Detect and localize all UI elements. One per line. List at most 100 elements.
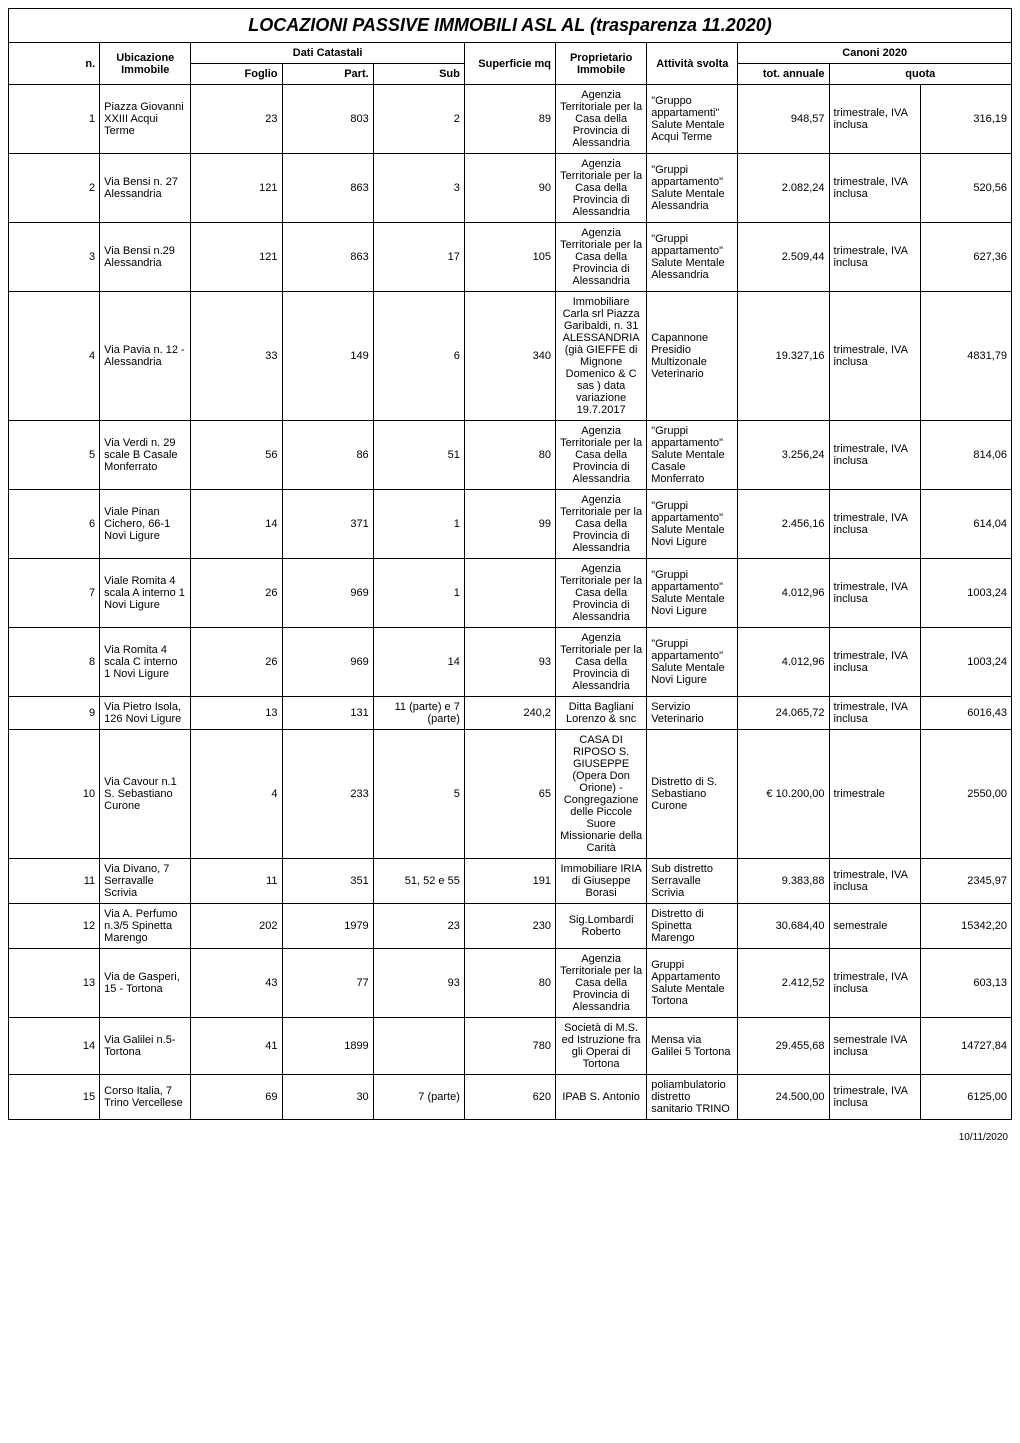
cell-foglio: 11	[191, 859, 282, 904]
cell-tot-annuale: 2.412,52	[738, 949, 829, 1018]
cell-ubicazione: Via Cavour n.1 S. Sebastiano Curone	[100, 730, 191, 859]
cell-ubicazione: Via Romita 4 scala C interno 1 Novi Ligu…	[100, 628, 191, 697]
header-quota: quota	[829, 64, 1011, 85]
cell-quota-val: 6016,43	[920, 697, 1011, 730]
table-row: 2Via Bensi n. 27 Alessandria121863390Age…	[9, 154, 1012, 223]
cell-quota-label: trimestrale, IVA inclusa	[829, 697, 920, 730]
cell-foglio: 13	[191, 697, 282, 730]
cell-ubicazione: Via de Gasperi, 15 - Tortona	[100, 949, 191, 1018]
cell-sub: 2	[373, 85, 464, 154]
cell-superficie: 89	[464, 85, 555, 154]
cell-part: 969	[282, 559, 373, 628]
cell-sub: 23	[373, 904, 464, 949]
cell-part: 803	[282, 85, 373, 154]
cell-quota-val: 614,04	[920, 490, 1011, 559]
locazioni-table: LOCAZIONI PASSIVE IMMOBILI ASL AL (trasp…	[8, 8, 1012, 1120]
cell-tot-annuale: 30.684,40	[738, 904, 829, 949]
cell-n: 2	[9, 154, 100, 223]
header-superficie: Superficie mq	[464, 43, 555, 85]
cell-quota-val: 1003,24	[920, 628, 1011, 697]
cell-attivita: Sub distretto Serravalle Scrivia	[647, 859, 738, 904]
cell-quota-label: trimestrale, IVA inclusa	[829, 154, 920, 223]
cell-foglio: 26	[191, 628, 282, 697]
cell-foglio: 23	[191, 85, 282, 154]
header-row-1: n. Ubicazione Immobile Dati Catastali Su…	[9, 43, 1012, 64]
cell-part: 863	[282, 154, 373, 223]
table-row: 4Via Pavia n. 12 - Alessandria331496340I…	[9, 292, 1012, 421]
cell-tot-annuale: 9.383,88	[738, 859, 829, 904]
cell-quota-val: 6125,00	[920, 1075, 1011, 1120]
cell-quota-val: 627,36	[920, 223, 1011, 292]
cell-tot-annuale: 2.509,44	[738, 223, 829, 292]
cell-quota-label: trimestrale, IVA inclusa	[829, 490, 920, 559]
cell-quota-label: trimestrale, IVA inclusa	[829, 559, 920, 628]
cell-sub: 1	[373, 559, 464, 628]
cell-n: 13	[9, 949, 100, 1018]
cell-quota-val: 520,56	[920, 154, 1011, 223]
cell-attivita: "Gruppi appartamento" Salute Mentale Cas…	[647, 421, 738, 490]
table-row: 12Via A. Perfumo n.3/5 Spinetta Marengo2…	[9, 904, 1012, 949]
header-tot-annuale: tot. annuale	[738, 64, 829, 85]
header-ubicazione: Ubicazione Immobile	[100, 43, 191, 85]
cell-ubicazione: Via Pavia n. 12 - Alessandria	[100, 292, 191, 421]
cell-proprietario: Agenzia Territoriale per la Casa della P…	[556, 490, 647, 559]
cell-part: 371	[282, 490, 373, 559]
cell-quota-label: trimestrale, IVA inclusa	[829, 223, 920, 292]
table-row: 1Piazza Giovanni XXIII Acqui Terme238032…	[9, 85, 1012, 154]
cell-sub: 7 (parte)	[373, 1075, 464, 1120]
cell-n: 1	[9, 85, 100, 154]
cell-foglio: 121	[191, 154, 282, 223]
cell-superficie: 240,2	[464, 697, 555, 730]
cell-attivita: "Gruppi appartamento" Salute Mentale Nov…	[647, 628, 738, 697]
cell-proprietario: IPAB S. Antonio	[556, 1075, 647, 1120]
cell-foglio: 14	[191, 490, 282, 559]
cell-sub: 17	[373, 223, 464, 292]
footer-date: 10/11/2020	[8, 1120, 1012, 1143]
cell-foglio: 69	[191, 1075, 282, 1120]
table-row: 3Via Bensi n.29 Alessandria12186317105Ag…	[9, 223, 1012, 292]
cell-quota-label: trimestrale, IVA inclusa	[829, 949, 920, 1018]
cell-quota-val: 603,13	[920, 949, 1011, 1018]
cell-part: 149	[282, 292, 373, 421]
cell-attivita: poliambulatorio distretto sanitario TRIN…	[647, 1075, 738, 1120]
cell-superficie: 105	[464, 223, 555, 292]
table-body: 1Piazza Giovanni XXIII Acqui Terme238032…	[9, 85, 1012, 1120]
cell-attivita: "Gruppi appartamento" Salute Mentale Ale…	[647, 154, 738, 223]
cell-attivita: "Gruppi appartamento" Salute Mentale Nov…	[647, 490, 738, 559]
cell-n: 6	[9, 490, 100, 559]
cell-tot-annuale: 4.012,96	[738, 559, 829, 628]
cell-n: 10	[9, 730, 100, 859]
cell-tot-annuale: 3.256,24	[738, 421, 829, 490]
cell-tot-annuale: 24.500,00	[738, 1075, 829, 1120]
cell-sub: 3	[373, 154, 464, 223]
cell-ubicazione: Viale Romita 4 scala A interno 1 Novi Li…	[100, 559, 191, 628]
cell-foglio: 121	[191, 223, 282, 292]
cell-tot-annuale: 2.456,16	[738, 490, 829, 559]
cell-superficie: 780	[464, 1018, 555, 1075]
cell-proprietario: Agenzia Territoriale per la Casa della P…	[556, 628, 647, 697]
cell-part: 1979	[282, 904, 373, 949]
cell-ubicazione: Via Bensi n.29 Alessandria	[100, 223, 191, 292]
cell-ubicazione: Via Pietro Isola, 126 Novi Ligure	[100, 697, 191, 730]
table-row: 6Viale Pinan Cichero, 66-1 Novi Ligure14…	[9, 490, 1012, 559]
cell-sub: 93	[373, 949, 464, 1018]
cell-proprietario: Agenzia Territoriale per la Casa della P…	[556, 949, 647, 1018]
cell-attivita: "Gruppi appartamento" Salute Mentale Ale…	[647, 223, 738, 292]
cell-ubicazione: Corso Italia, 7 Trino Vercellese	[100, 1075, 191, 1120]
cell-part: 1899	[282, 1018, 373, 1075]
table-row: 9Via Pietro Isola, 126 Novi Ligure131311…	[9, 697, 1012, 730]
cell-n: 12	[9, 904, 100, 949]
cell-superficie: 80	[464, 421, 555, 490]
cell-ubicazione: Viale Pinan Cichero, 66-1 Novi Ligure	[100, 490, 191, 559]
cell-tot-annuale: € 10.200,00	[738, 730, 829, 859]
page-title: LOCAZIONI PASSIVE IMMOBILI ASL AL (trasp…	[9, 9, 1012, 43]
cell-quota-label: trimestrale, IVA inclusa	[829, 1075, 920, 1120]
cell-proprietario: Società di M.S. ed Istruzione fra gli Op…	[556, 1018, 647, 1075]
header-foglio: Foglio	[191, 64, 282, 85]
cell-superficie: 99	[464, 490, 555, 559]
page-container: LOCAZIONI PASSIVE IMMOBILI ASL AL (trasp…	[0, 0, 1020, 1151]
cell-foglio: 202	[191, 904, 282, 949]
table-row: 15Corso Italia, 7 Trino Vercellese69307 …	[9, 1075, 1012, 1120]
cell-sub	[373, 1018, 464, 1075]
cell-n: 15	[9, 1075, 100, 1120]
